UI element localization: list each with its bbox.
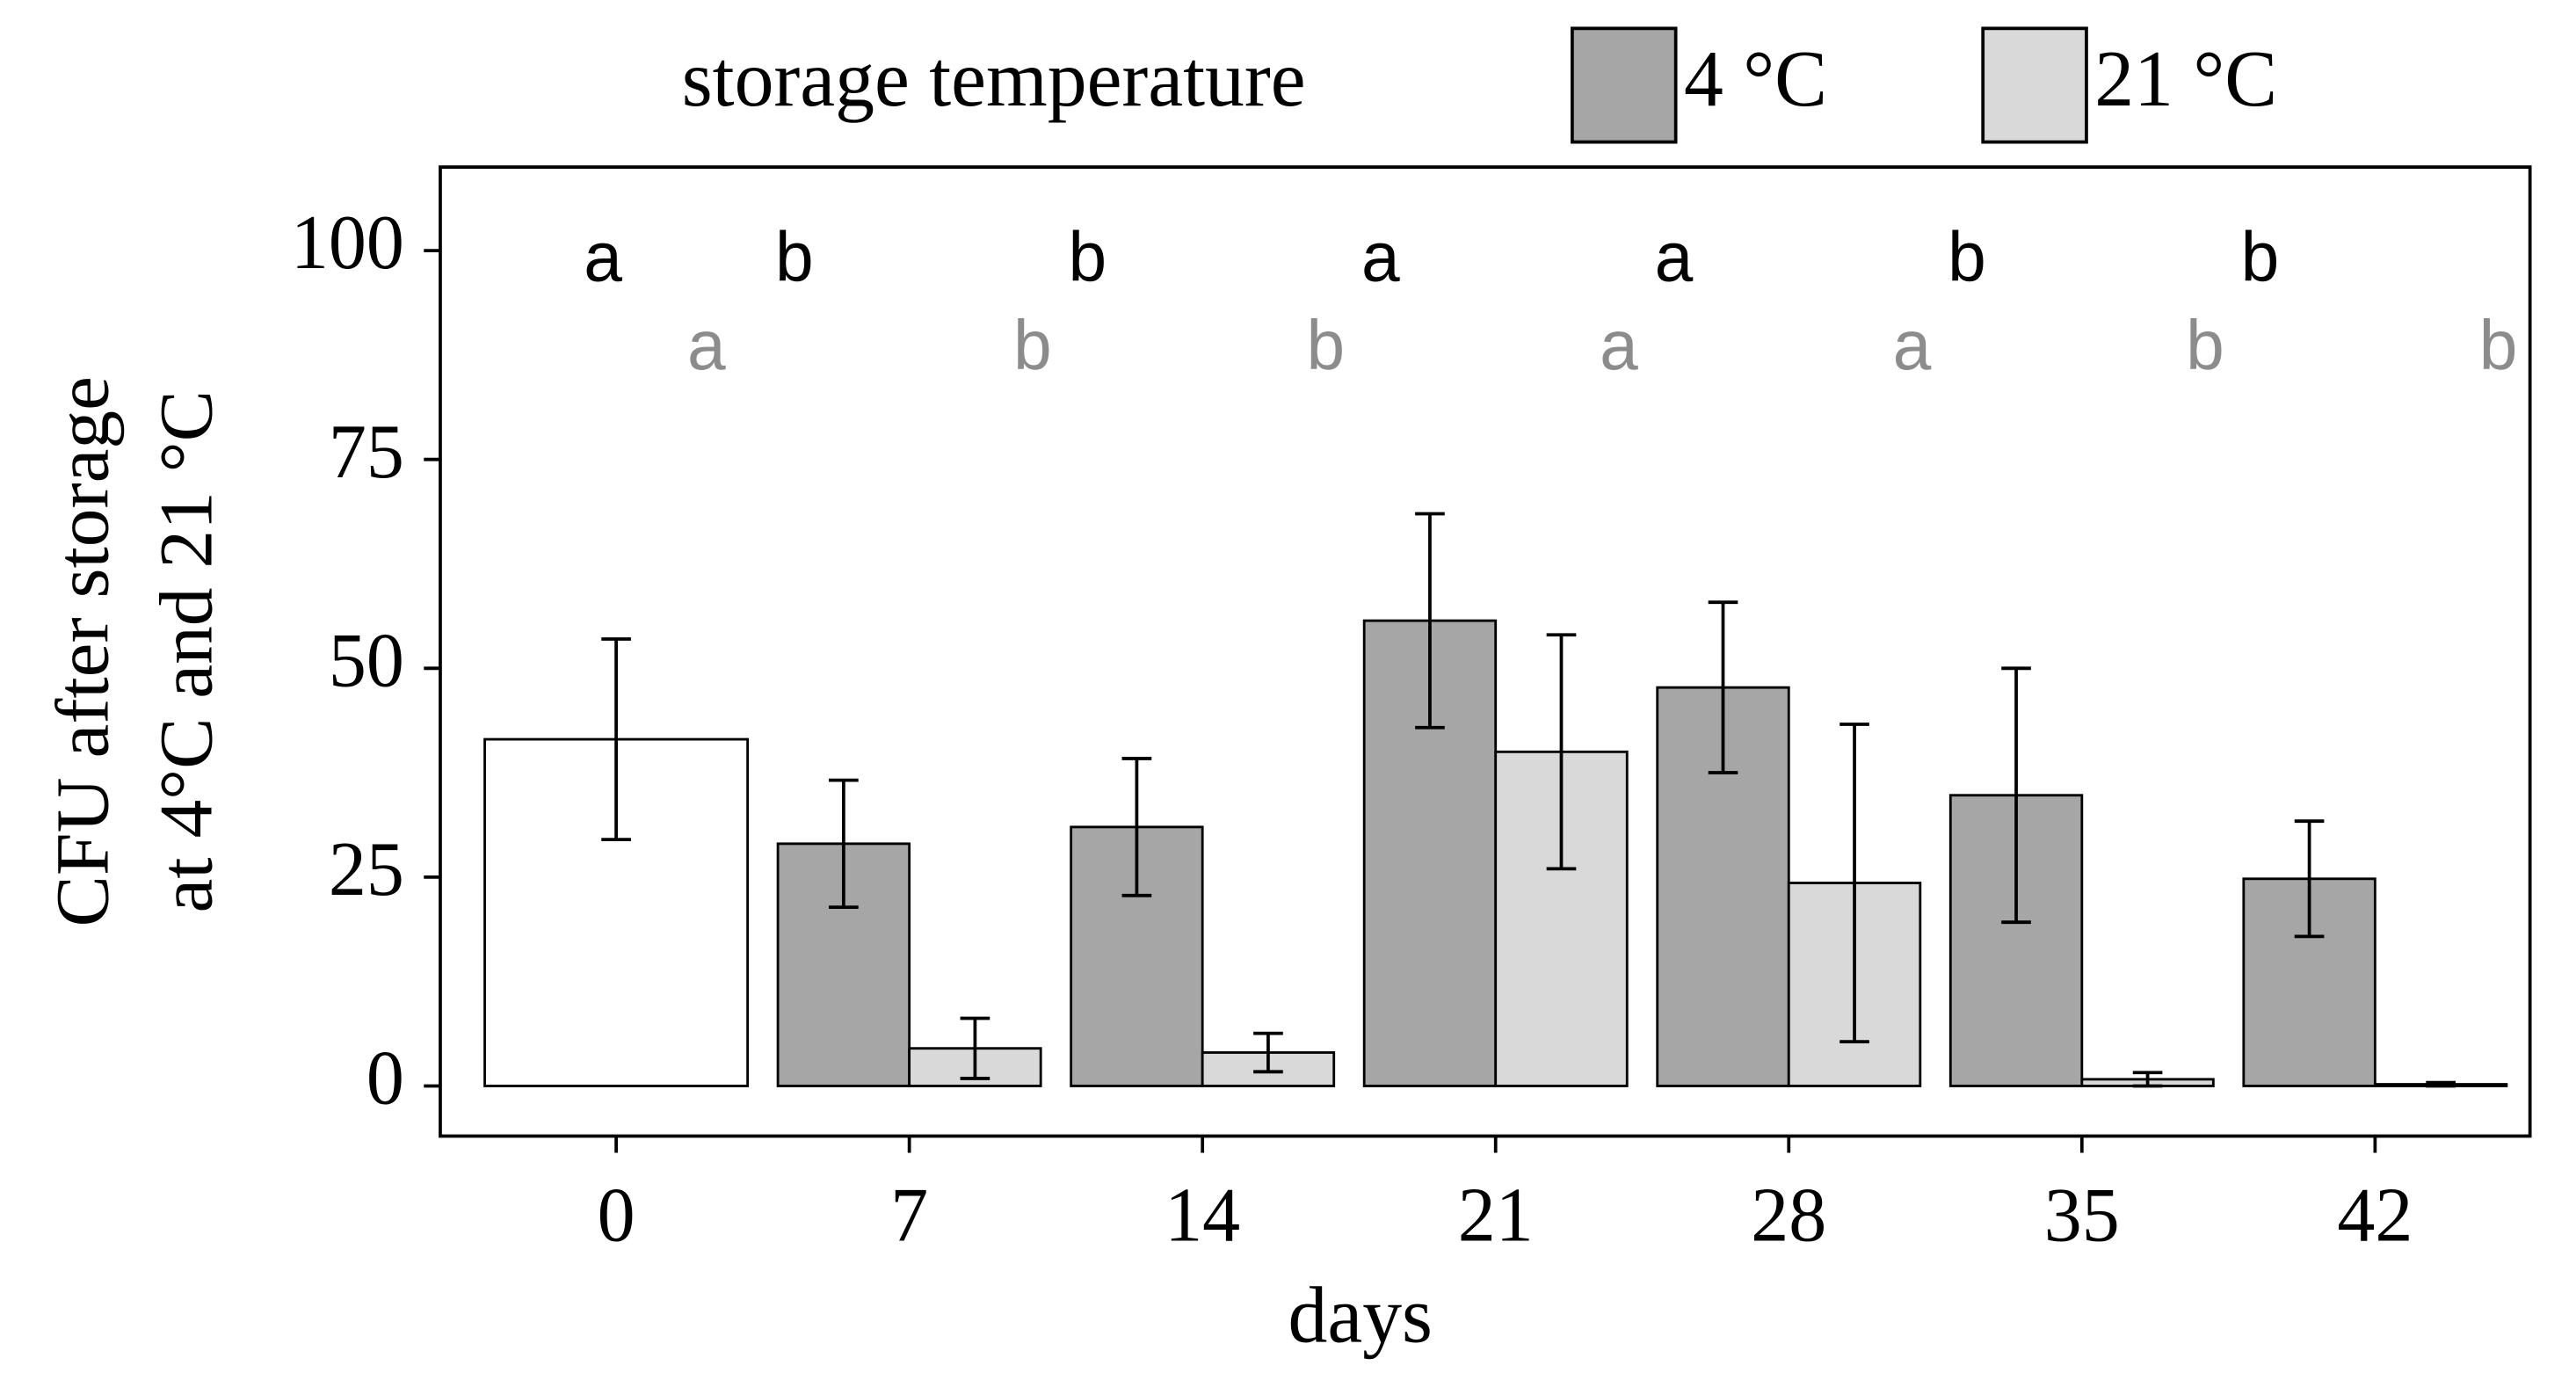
error-bar (1839, 723, 1869, 1044)
x-tick-label: 28 (1751, 1173, 1826, 1258)
y-tick-label: 100 (291, 200, 404, 286)
error-bar (2426, 1080, 2456, 1088)
significance-letter: a (1361, 217, 1401, 296)
significance-letter: b (2186, 306, 2224, 385)
error-bar (2132, 1071, 2163, 1088)
error-bar (1546, 633, 1577, 871)
error-bar (2294, 819, 2325, 939)
significance-letter: a (1655, 217, 1694, 296)
y-axis-title: CFU after storage (40, 376, 124, 926)
significance-letter: b (2241, 217, 2280, 296)
error-bar (2001, 666, 2031, 925)
error-bar (960, 1016, 990, 1080)
legend-title: storage temperature (682, 33, 1306, 123)
y-tick-label: 75 (329, 409, 404, 494)
significance-letter: a (1600, 306, 1639, 385)
legend-swatch (1981, 26, 2088, 144)
significance-letter: b (2479, 306, 2518, 385)
x-tick-label: 7 (890, 1173, 928, 1258)
x-tick-label: 21 (1458, 1173, 1534, 1258)
significance-letter: b (1068, 217, 1107, 296)
x-tick-label: 0 (598, 1173, 635, 1258)
error-bar (1253, 1031, 1283, 1074)
significance-letter: a (584, 217, 623, 296)
error-bar (601, 637, 631, 842)
error-bar (1415, 512, 1445, 730)
legend-label: 4 °C (1684, 33, 1827, 123)
error-bar (1708, 600, 1738, 774)
significance-letter: a (1893, 306, 1933, 385)
x-tick-label: 42 (2337, 1173, 2413, 1258)
error-bar (1121, 757, 1152, 897)
error-bar (829, 778, 859, 909)
y-tick-label: 25 (329, 826, 404, 912)
x-tick-label: 14 (1165, 1173, 1240, 1258)
x-tick-label: 35 (2044, 1173, 2120, 1258)
significance-letter: b (1307, 306, 1346, 385)
significance-letter: b (775, 217, 814, 296)
legend-swatch (1571, 26, 1678, 144)
significance-letter: a (687, 306, 727, 385)
significance-letter: b (1013, 306, 1052, 385)
y-tick-label: 0 (366, 1035, 404, 1121)
x-axis-title: days (1288, 1270, 1433, 1360)
significance-letter: b (1948, 217, 1986, 296)
legend-label: 21 °C (2094, 33, 2277, 123)
y-axis-title: at 4°C and 21 °C (144, 390, 228, 912)
y-tick-label: 50 (329, 618, 404, 703)
